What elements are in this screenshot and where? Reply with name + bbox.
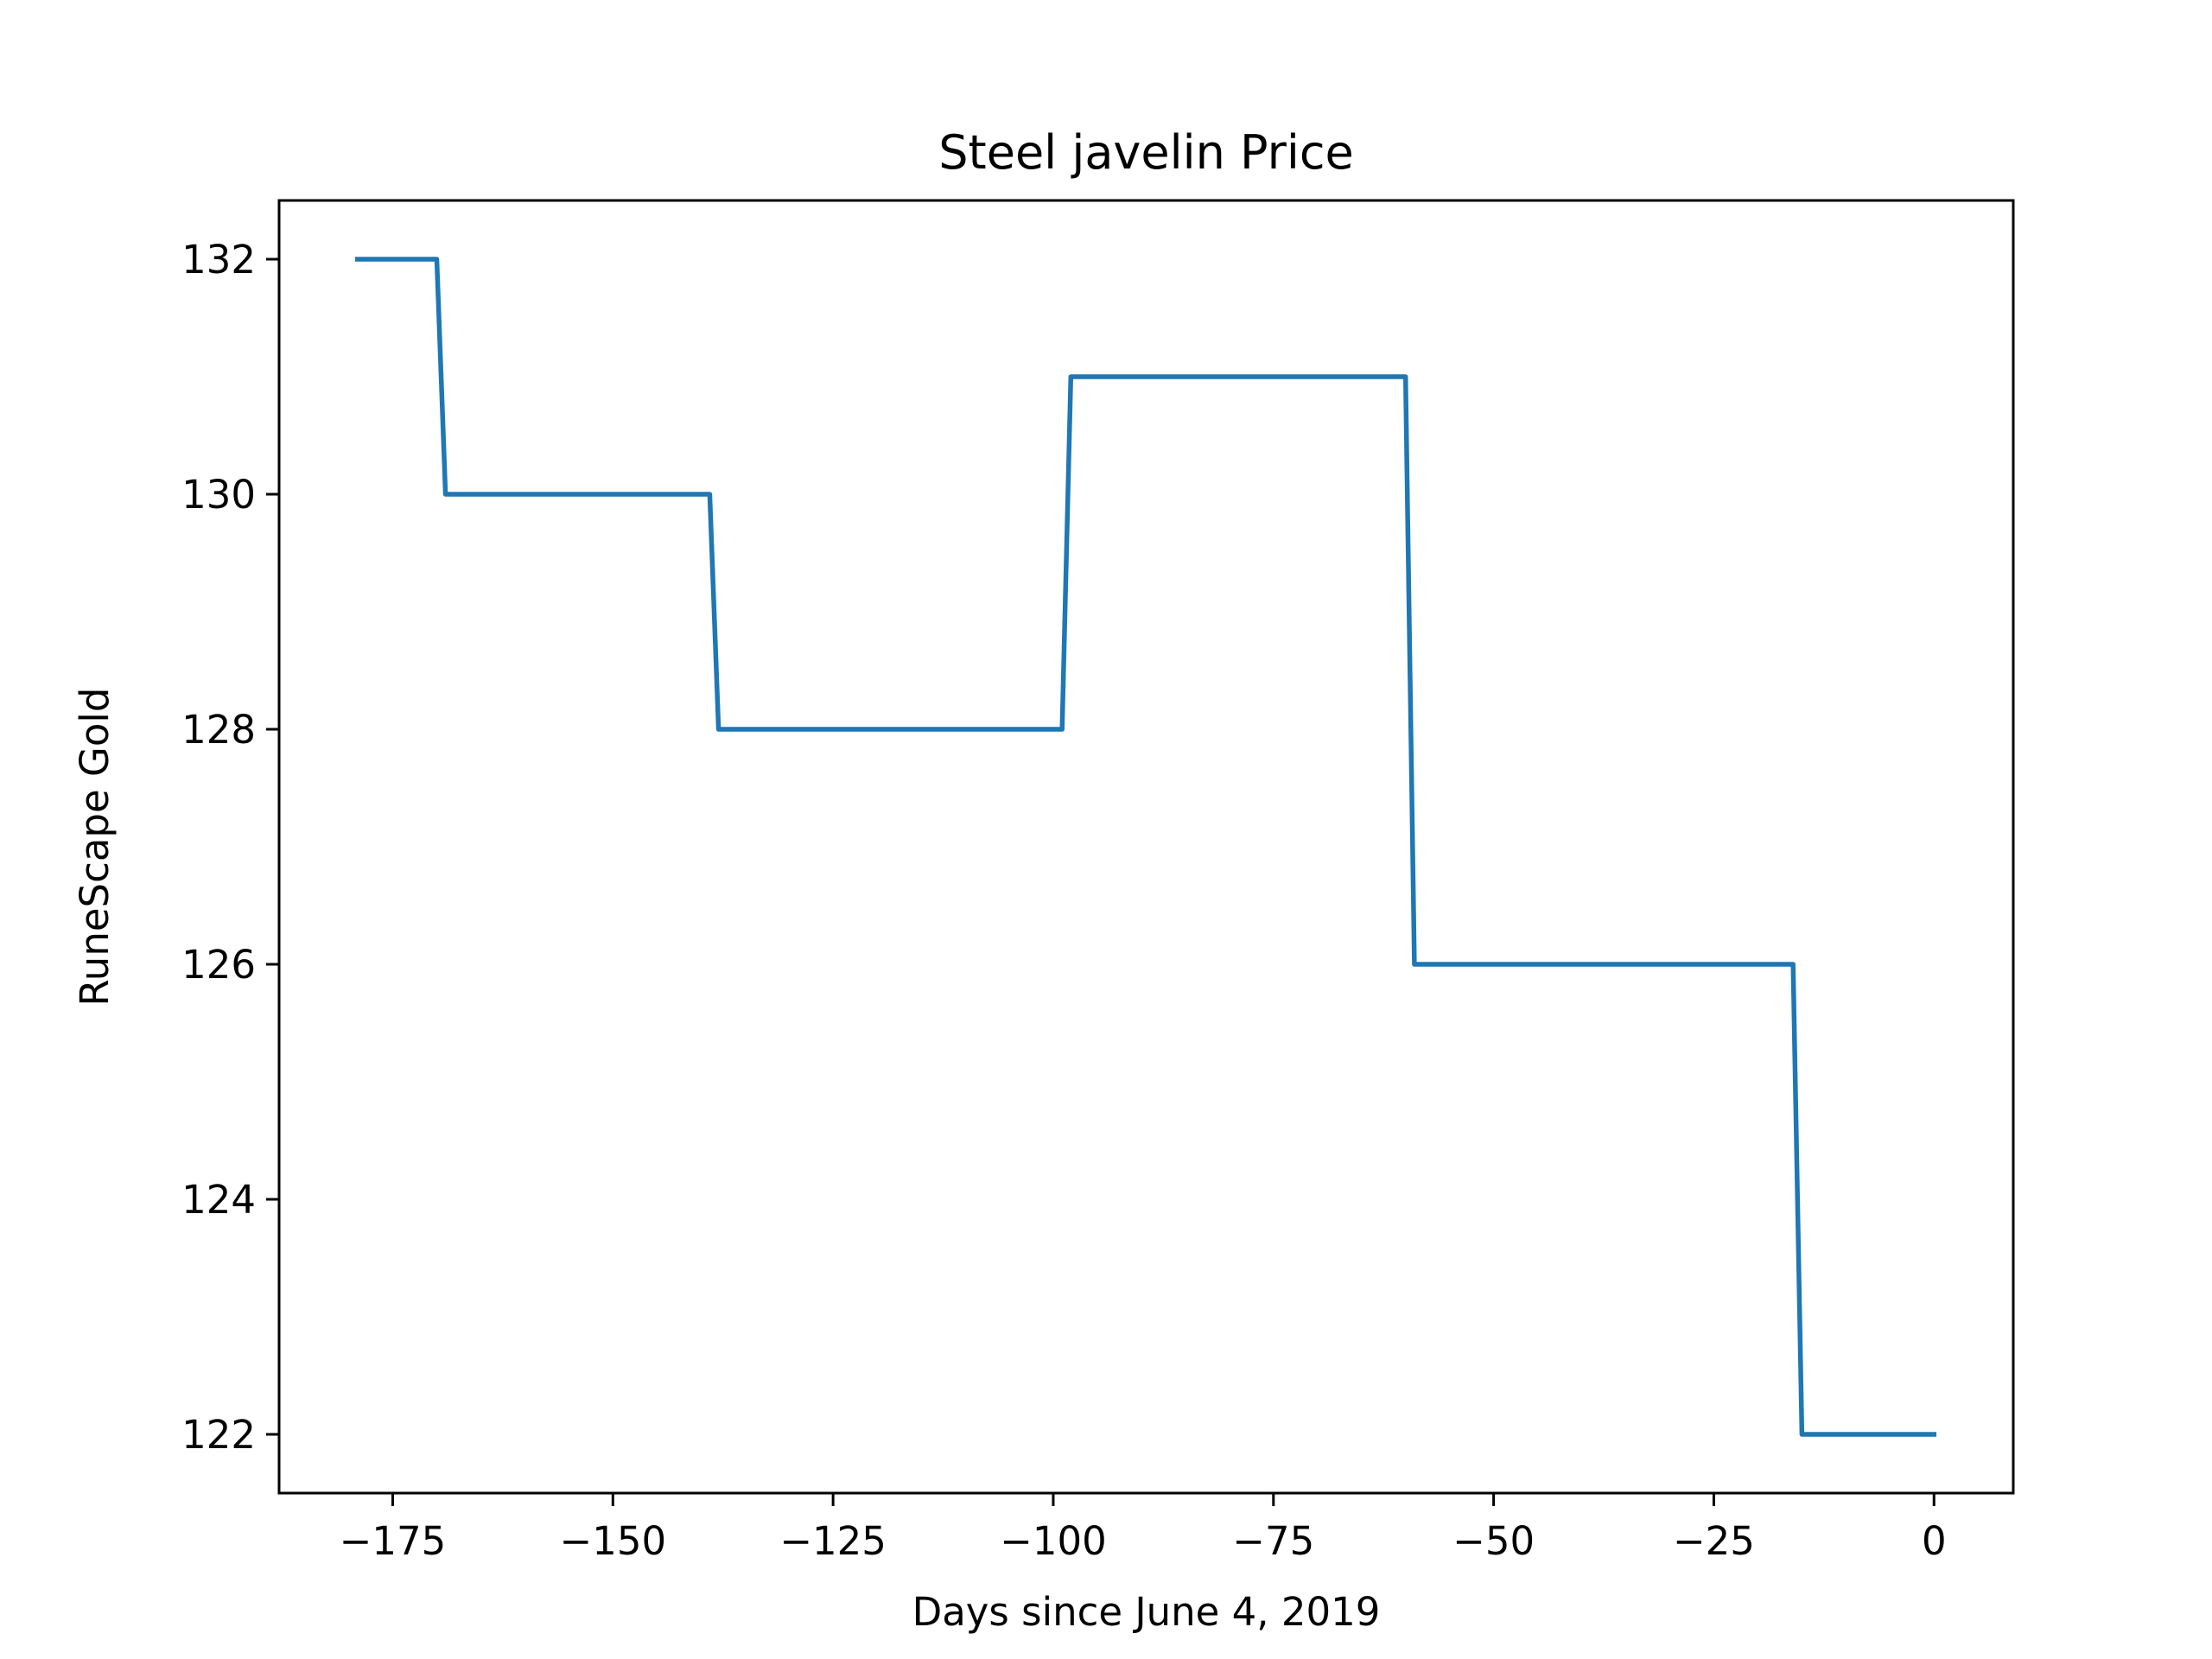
x-tick-label: −175: [340, 1518, 447, 1564]
x-axis: −175 −150 −125 −100 −75 −50 −25 0: [340, 1493, 1947, 1564]
y-tick-label: 132: [181, 237, 256, 283]
chart-title: Steel javelin Price: [938, 125, 1353, 180]
price-series-line: [354, 257, 1937, 1437]
x-tick-label: 0: [1922, 1518, 1947, 1564]
x-axis-label: Days since June 4, 2019: [912, 1589, 1381, 1635]
x-tick-label: −100: [1000, 1518, 1107, 1564]
x-tick-label: −150: [560, 1518, 667, 1564]
y-tick-label: 124: [181, 1177, 256, 1223]
y-tick-label: 122: [181, 1412, 256, 1458]
x-tick-label: −50: [1452, 1518, 1535, 1564]
y-tick-label: 126: [181, 942, 256, 988]
x-tick-label: −25: [1673, 1518, 1755, 1564]
x-tick-label: −75: [1232, 1518, 1314, 1564]
axes-frame: [277, 199, 2015, 1495]
plot-area: [354, 257, 1937, 1437]
x-tick-label: −125: [779, 1518, 887, 1564]
y-axis-label: RuneScape Gold: [72, 688, 118, 1007]
y-tick-label: 130: [181, 472, 256, 518]
y-tick-label: 128: [181, 707, 256, 753]
y-axis: 122 124 126 128 130 132: [181, 237, 279, 1458]
